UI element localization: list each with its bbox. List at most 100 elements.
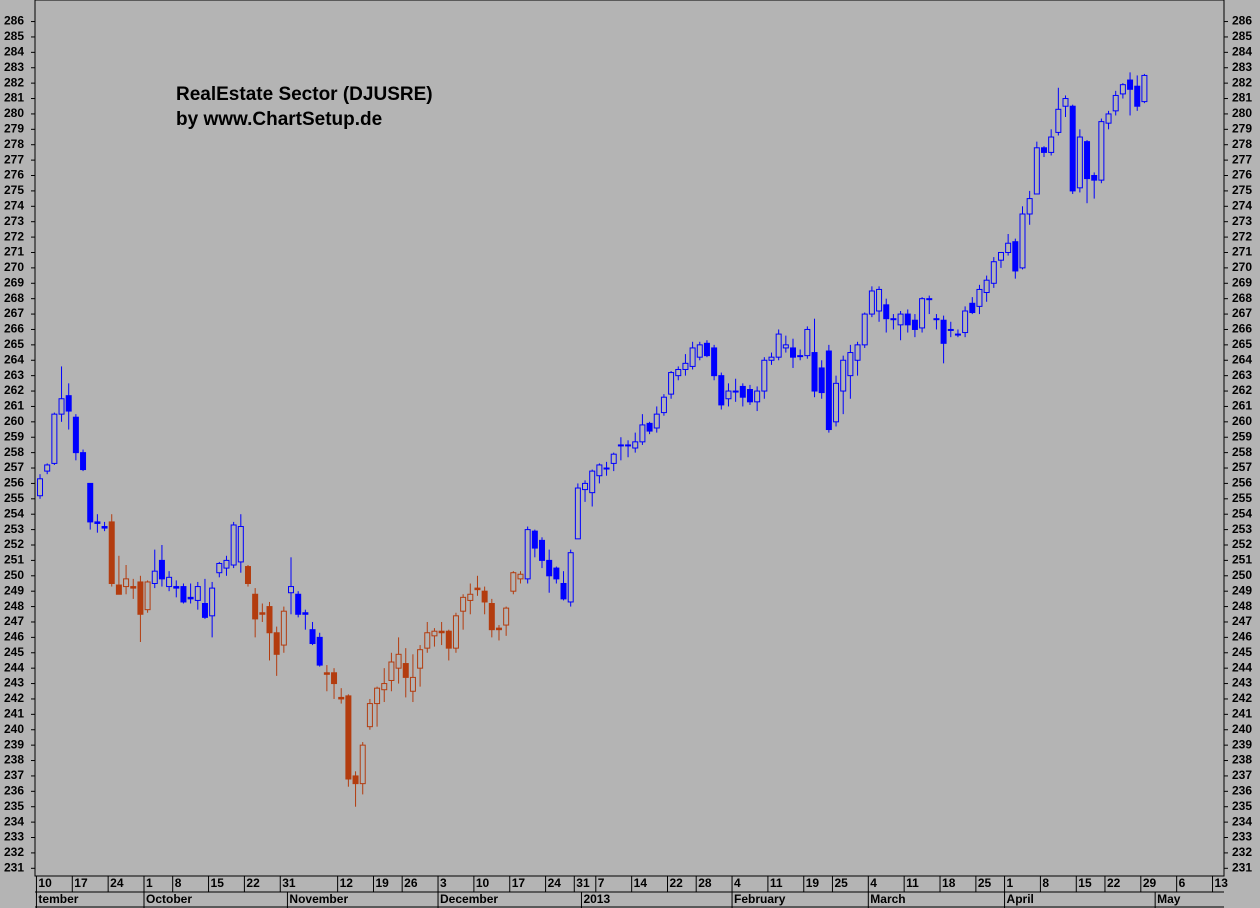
candle-body: [954, 333, 961, 336]
candle-body: [539, 539, 546, 561]
candle-body: [402, 663, 409, 678]
x-tick-label: 25: [978, 876, 992, 890]
candle-body: [266, 606, 273, 634]
candle-body: [847, 352, 854, 377]
candle-body: [524, 529, 531, 580]
y-tick-label: 268: [4, 291, 24, 305]
x-tick-label: 14: [634, 876, 648, 890]
plot-frame: [34, 0, 1225, 877]
y2-tick-label: 237: [1232, 768, 1252, 782]
month-label: October: [146, 892, 192, 906]
y2-tick-label: 260: [1232, 414, 1252, 428]
candle-body: [445, 630, 452, 649]
candle-body: [653, 413, 660, 429]
candle-body: [997, 251, 1004, 261]
y2-tick-label: 259: [1232, 429, 1252, 443]
candle-body: [244, 566, 251, 584]
month-label: March: [870, 892, 905, 906]
y-tick-label: 252: [4, 537, 24, 551]
month-label: February: [734, 892, 786, 906]
candle-body: [58, 398, 65, 415]
candle-body: [531, 530, 538, 549]
chart-subtitle: by www.ChartSetup.de: [176, 109, 382, 130]
y-tick-label: 245: [4, 645, 24, 659]
candle-body: [87, 482, 94, 523]
candle-body: [861, 313, 868, 346]
y-tick-label: 249: [4, 583, 24, 597]
candle-body: [790, 347, 797, 358]
candle-body: [553, 567, 560, 580]
y2-tick-label: 275: [1232, 183, 1252, 197]
x-tick-label: 13: [1215, 876, 1229, 890]
x-tick-label: 12: [340, 876, 354, 890]
candle-body: [1127, 79, 1134, 90]
x-tick-label: 11: [770, 876, 783, 890]
x-tick-label: 19: [806, 876, 820, 890]
y2-tick-label: 249: [1232, 583, 1252, 597]
candle-body: [990, 261, 997, 284]
candle-body: [804, 328, 811, 357]
y-tick-label: 282: [4, 75, 24, 89]
candle-body: [632, 441, 639, 449]
y-tick-label: 273: [4, 214, 24, 228]
candle-body: [646, 422, 653, 432]
x-tick-label: 6: [1179, 876, 1186, 890]
y-tick-label: 286: [4, 14, 24, 28]
y-tick-label: 232: [4, 845, 24, 859]
candle-body: [675, 368, 682, 377]
y-tick-label: 284: [4, 45, 24, 59]
candle-body: [1105, 113, 1112, 124]
candle-body: [732, 390, 739, 393]
candle-body: [72, 416, 79, 454]
candle-body: [811, 352, 818, 392]
candle-body: [194, 586, 201, 601]
candle-body: [144, 581, 151, 611]
candle-body: [123, 578, 130, 588]
candle-body: [969, 302, 976, 314]
candle-body: [1119, 84, 1126, 95]
y2-tick-label: 278: [1232, 137, 1252, 151]
y-tick-label: 278: [4, 137, 24, 151]
y2-tick-label: 251: [1232, 553, 1252, 567]
candle-body: [1069, 105, 1076, 192]
x-tick-label: 18: [942, 876, 956, 890]
x-tick-label: 19: [375, 876, 389, 890]
candle-body: [940, 319, 947, 344]
y2-tick-label: 232: [1232, 845, 1252, 859]
candle-body: [1084, 141, 1091, 180]
candle-body: [926, 298, 933, 301]
candle-body: [101, 526, 108, 529]
candle-body: [933, 318, 940, 321]
y-tick-label: 250: [4, 568, 24, 582]
y2-tick-label: 268: [1232, 291, 1252, 305]
candle-body: [746, 389, 753, 403]
y2-tick-label: 286: [1232, 14, 1252, 28]
month-label: November: [289, 892, 348, 906]
candle-body: [44, 464, 51, 472]
y2-tick-label: 236: [1232, 783, 1252, 797]
y-tick-label: 263: [4, 368, 24, 382]
y2-tick-label: 277: [1232, 152, 1252, 166]
candle-body: [115, 584, 122, 595]
y2-tick-label: 262: [1232, 383, 1252, 397]
month-label: May: [1157, 892, 1181, 906]
y-tick-label: 262: [4, 383, 24, 397]
candle-body: [876, 288, 883, 312]
y-tick-label: 235: [4, 799, 24, 813]
x-tick-label: 10: [38, 876, 52, 890]
y-tick-label: 257: [4, 460, 24, 474]
y2-tick-label: 233: [1232, 830, 1252, 844]
candle-body: [1033, 147, 1040, 195]
candle-body: [854, 344, 861, 361]
candle-body: [151, 570, 158, 584]
candle-body: [316, 636, 323, 666]
candle-body: [302, 612, 309, 615]
y2-tick-label: 253: [1232, 522, 1252, 536]
y-tick-label: 238: [4, 753, 24, 767]
y2-tick-label: 269: [1232, 275, 1252, 289]
candle-body: [1041, 147, 1048, 153]
candle-body: [890, 318, 897, 321]
candle-body: [481, 590, 488, 603]
candle-body: [288, 586, 295, 594]
